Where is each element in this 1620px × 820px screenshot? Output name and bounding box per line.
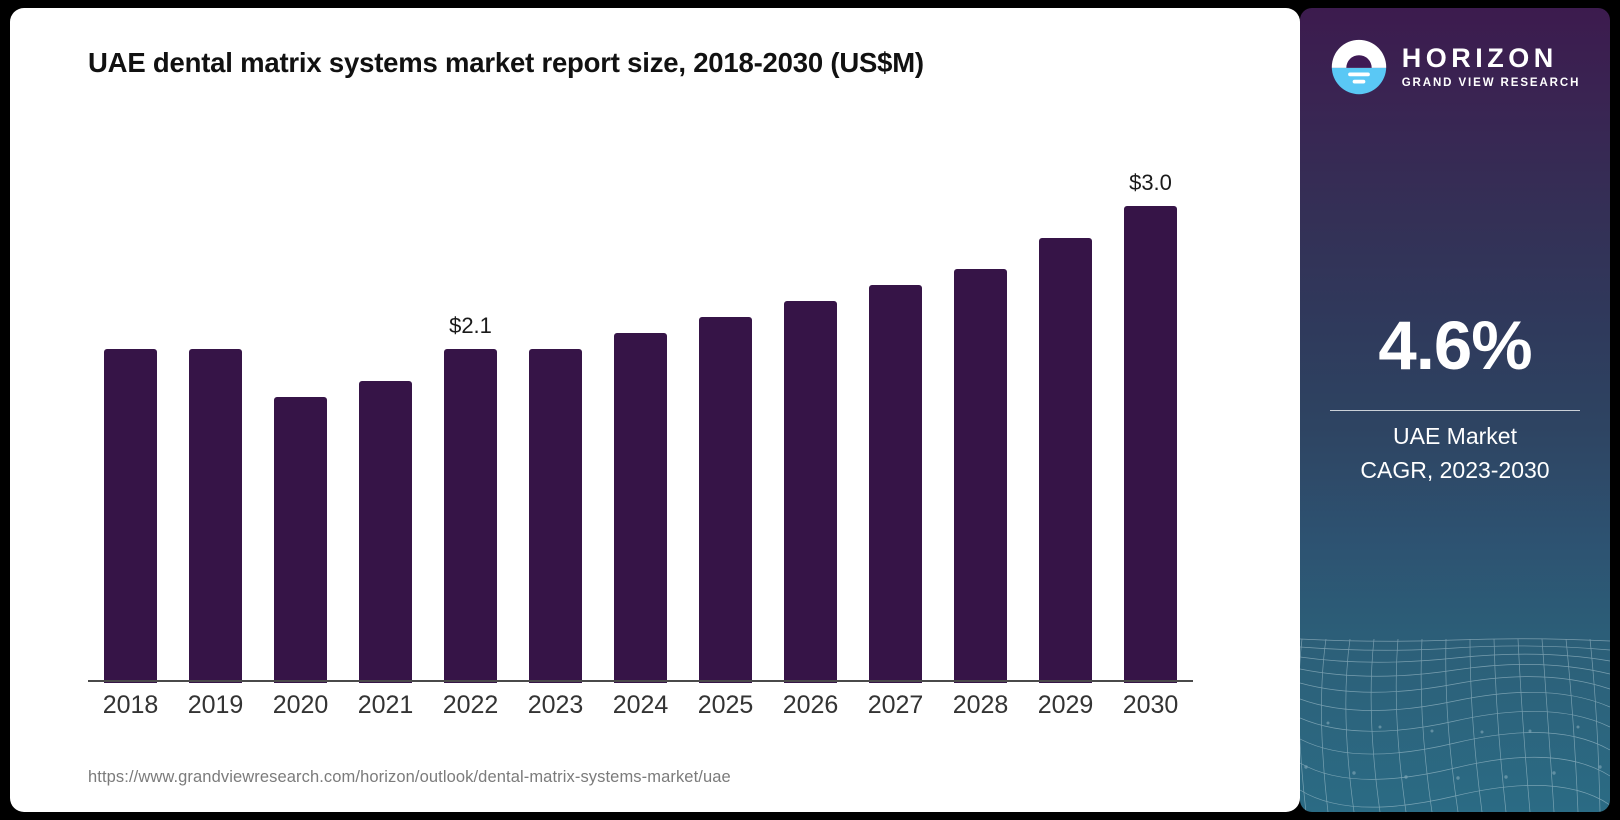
x-axis-tick-labels: 2018 2019 2020 2021 2022 2023 2024 2025 2026 2027… (88, 691, 1193, 720)
bar-slot (173, 158, 258, 683)
bar[interactable] (189, 349, 242, 683)
x-tick-label: 2019 (187, 691, 244, 719)
page-title: UAE dental matrix systems market report … (88, 47, 924, 78)
bar[interactable] (359, 381, 412, 683)
cagr-caption-line-2: CAGR, 2023-2030 (1360, 457, 1550, 484)
cagr-caption: UAE Market CAGR, 2023-2030 (1300, 419, 1610, 487)
bar[interactable] (614, 333, 667, 683)
bar-slot (1023, 158, 1108, 683)
bar[interactable] (274, 397, 327, 683)
bar-slot (768, 158, 853, 683)
bar-value-label: $2.1 (449, 313, 492, 338)
bar[interactable] (954, 269, 1007, 683)
bar-value-label: $3.0 (1129, 170, 1172, 195)
source-url[interactable]: https://www.grandviewresearch.com/horizo… (88, 768, 731, 786)
bar[interactable] (1124, 206, 1177, 683)
bar[interactable] (784, 301, 837, 683)
bar-slot (343, 158, 428, 683)
x-tick-label: 2029 (1037, 691, 1094, 719)
logo-wordmark: HORIZON (1401, 42, 1558, 73)
bar-slot (258, 158, 343, 683)
x-tick-label: 2028 (952, 691, 1009, 719)
x-tick-label: 2027 (867, 691, 924, 719)
horizon-logo: HORIZON GRAND VIEW RESEARCH (1300, 38, 1610, 96)
bar-slot (598, 158, 683, 683)
bar[interactable] (444, 349, 497, 683)
bar[interactable] (529, 349, 582, 683)
cagr-divider (1330, 410, 1580, 411)
bar-slot: $3.0 (1108, 158, 1193, 683)
bar-slot (88, 158, 173, 683)
x-tick-label: 2023 (527, 691, 584, 719)
bar[interactable] (699, 317, 752, 683)
bar-slot (853, 158, 938, 683)
chart-card: UAE dental matrix systems market report … (10, 8, 1300, 812)
stat-sidebar: HORIZON GRAND VIEW RESEARCH 4.6% UAE Mar… (1300, 8, 1610, 812)
x-tick-label: 2022 (442, 691, 499, 719)
cagr-caption-line-1: UAE Market (1393, 423, 1517, 449)
x-tick-label: 2018 (102, 691, 159, 719)
bar[interactable] (869, 285, 922, 683)
x-axis-line (88, 680, 1193, 682)
bar-series: $2.1 $3.0 (88, 158, 1193, 683)
x-tick-label: 2024 (612, 691, 669, 719)
bar-slot (938, 158, 1023, 683)
x-tick-label: 2026 (782, 691, 839, 719)
x-tick-label: 2025 (697, 691, 754, 719)
bar-slot: $2.1 (428, 158, 513, 683)
x-tick-label: 2020 (272, 691, 329, 719)
bar[interactable] (104, 349, 157, 683)
logo-tagline: GRAND VIEW RESEARCH (1401, 76, 1581, 89)
wireframe-wave-grid-icon (1300, 638, 1610, 812)
bar-slot (683, 158, 768, 683)
bar-slot (513, 158, 598, 683)
horizon-logo-text: HORIZON GRAND VIEW RESEARCH (1401, 42, 1581, 90)
x-tick-label: 2030 (1122, 691, 1179, 719)
bar[interactable] (1039, 238, 1092, 683)
cagr-value: 4.6% (1378, 307, 1532, 384)
x-tick-label: 2021 (357, 691, 414, 719)
chart-plot-area: $2.1 $3.0 (88, 158, 1193, 683)
horizon-sun-circle-icon (1331, 39, 1386, 95)
